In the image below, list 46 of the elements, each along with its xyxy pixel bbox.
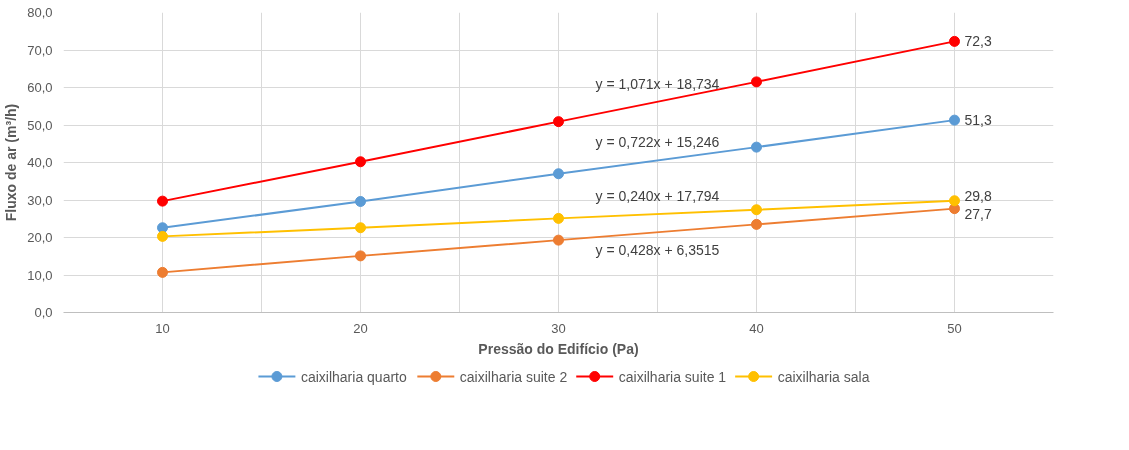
point	[751, 76, 762, 88]
x-tick-label: 10	[155, 320, 170, 336]
y-tick-label: 30,0	[27, 192, 53, 208]
point	[949, 114, 960, 126]
legend-label: caixilharia quarto	[300, 368, 407, 385]
x-axis-title: Pressão do Edifício (Pa)	[478, 340, 639, 357]
point	[751, 141, 762, 153]
point	[949, 195, 960, 207]
x-tick-label: 30	[551, 320, 566, 336]
data-label: 72,3	[964, 33, 992, 50]
annotation: y = 1,071x + 18,734	[595, 75, 720, 92]
data-label: 27,7	[964, 205, 992, 222]
point	[751, 204, 762, 216]
x-tick-label: 40	[749, 320, 764, 336]
annotation: y = 0,240x + 17,794	[595, 188, 720, 205]
y-tick-label: 50,0	[27, 117, 53, 133]
point	[157, 230, 168, 242]
y-axis-title: Fluxo de ar (m³/h)	[3, 103, 20, 222]
legend-label: caixilharia sala	[777, 368, 870, 385]
y-tick-label: 10,0	[27, 267, 53, 283]
point	[355, 156, 366, 168]
x-tick-label: 20	[353, 320, 368, 336]
y-tick-label: 0,0	[34, 305, 53, 320]
point	[553, 212, 564, 224]
point	[355, 196, 366, 207]
annotation: y = 0,722x + 15,246	[595, 134, 720, 151]
data-label: 29,8	[964, 187, 992, 204]
point	[751, 218, 762, 230]
point	[157, 266, 168, 278]
legend-label: caixilharia suite 2	[459, 368, 568, 385]
y-tick-label: 80,0	[27, 5, 53, 20]
data-label: 51,3	[964, 112, 992, 129]
y-tick-label: 20,0	[27, 230, 53, 245]
point	[355, 250, 366, 262]
point	[553, 168, 564, 180]
point	[157, 195, 168, 207]
point	[553, 116, 564, 128]
y-tick-label: 40,0	[27, 155, 53, 170]
annotation: y = 0,428x + 6,3515	[595, 242, 720, 259]
y-tick-label: 60,0	[27, 80, 53, 95]
legend-label: caixilharia suite 1	[618, 368, 727, 385]
point	[355, 222, 366, 234]
y-tick-label: 70,0	[27, 42, 53, 58]
point	[949, 35, 960, 47]
point	[553, 234, 564, 246]
x-tick-label: 50	[947, 320, 962, 336]
